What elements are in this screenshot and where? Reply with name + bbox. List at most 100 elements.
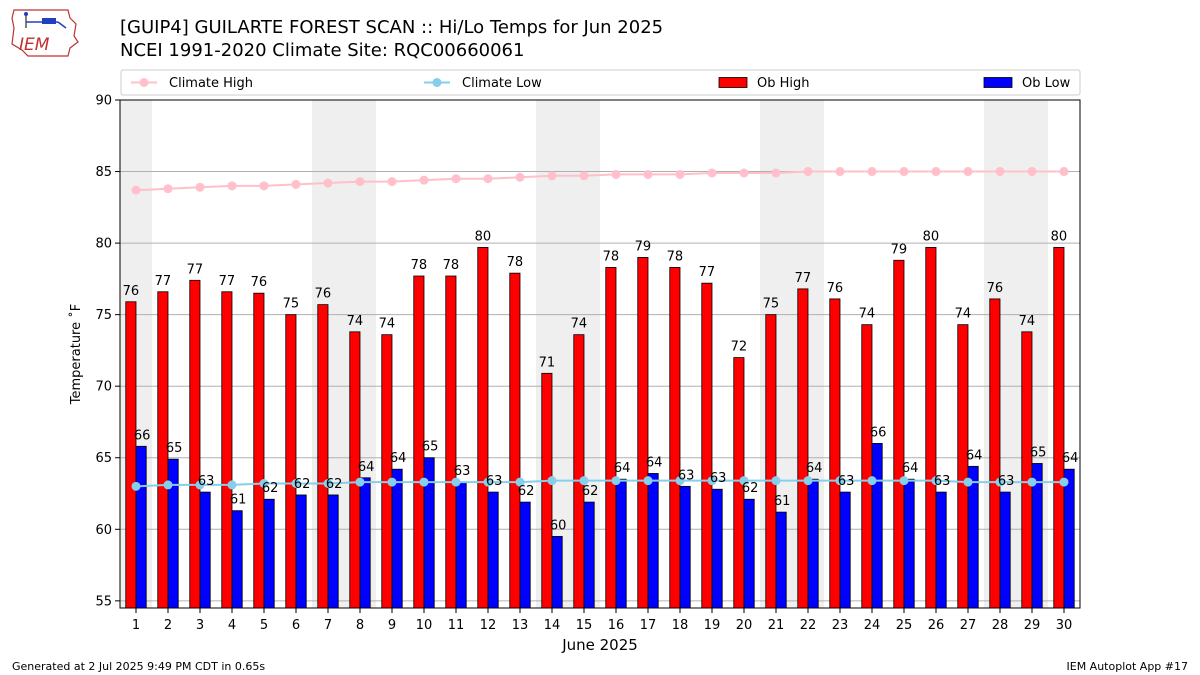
climate-low-point-22 bbox=[803, 476, 813, 486]
ob-low-bar-7 bbox=[327, 494, 339, 609]
ob-low-label-16: 64 bbox=[614, 461, 631, 476]
climate-high-point-3 bbox=[195, 182, 205, 192]
y-tick-label-85: 85 bbox=[95, 165, 112, 180]
climate-high-point-28 bbox=[995, 167, 1005, 177]
climate-high-point-13 bbox=[515, 172, 525, 182]
x-tick-label-13: 13 bbox=[512, 618, 529, 633]
ob-low-label-30: 64 bbox=[1062, 451, 1079, 466]
x-tick-label-3: 3 bbox=[196, 618, 204, 633]
ob-high-label-18: 78 bbox=[667, 249, 684, 264]
ob-low-bar-4 bbox=[231, 510, 243, 609]
ob-low-bar-6 bbox=[295, 494, 307, 609]
climate-low-point-29 bbox=[1027, 477, 1037, 487]
ob-low-legend-swatch bbox=[983, 77, 1013, 88]
climate-high-point-26 bbox=[931, 167, 941, 177]
ob-low-label-2: 65 bbox=[166, 441, 183, 456]
climate-high-point-25 bbox=[899, 167, 909, 177]
ob-low-label-4: 61 bbox=[230, 493, 247, 508]
climate-low-point-16 bbox=[611, 476, 621, 486]
ob-high-label-4: 77 bbox=[219, 274, 236, 289]
ob-low-label-21: 61 bbox=[774, 494, 791, 509]
ob-high-label-12: 80 bbox=[475, 229, 492, 244]
climate-high-point-10 bbox=[419, 175, 429, 185]
x-tick-label-26: 26 bbox=[928, 618, 945, 633]
x-tick-label-22: 22 bbox=[800, 618, 817, 633]
ob-high-label-17: 79 bbox=[635, 239, 652, 254]
ob-low-bar-26 bbox=[935, 491, 947, 609]
x-tick-label-2: 2 bbox=[164, 618, 172, 633]
ob-low-label-17: 64 bbox=[646, 455, 663, 470]
ob-low-label-15: 62 bbox=[582, 484, 599, 499]
climate-high-point-27 bbox=[963, 167, 973, 177]
climate-low-line bbox=[135, 479, 1064, 488]
ob-high-bar-21 bbox=[765, 314, 777, 609]
climate-high-point-24 bbox=[867, 167, 877, 177]
x-tick-label-27: 27 bbox=[960, 618, 977, 633]
climate-low-point-14 bbox=[547, 476, 557, 486]
ob-high-label-26: 80 bbox=[923, 229, 940, 244]
ob-low-label-3: 63 bbox=[198, 474, 215, 489]
climate-low-point-20 bbox=[739, 476, 749, 486]
climate-high-point-4 bbox=[227, 181, 237, 191]
climate-low-point-23 bbox=[835, 476, 845, 486]
climate-low-point-13 bbox=[515, 477, 525, 487]
climate-low-point-5 bbox=[259, 479, 269, 489]
climate-high-point-23 bbox=[835, 167, 845, 177]
ob-high-bar-16 bbox=[605, 267, 617, 609]
ob-low-bar-12 bbox=[487, 491, 499, 609]
ob-high-label-3: 77 bbox=[187, 262, 204, 277]
ob-low-label-14: 60 bbox=[550, 518, 567, 533]
ob-high-label-6: 75 bbox=[283, 297, 300, 312]
climate-low-point-28 bbox=[995, 477, 1005, 487]
ob-low-legend-label: Ob Low bbox=[1022, 76, 1071, 91]
climate-high-point-15 bbox=[579, 171, 589, 181]
climate-low-point-25 bbox=[899, 476, 909, 486]
ob-low-bar-5 bbox=[263, 498, 275, 609]
ob-low-bar-21 bbox=[775, 511, 787, 609]
ob-low-label-20: 62 bbox=[742, 481, 759, 496]
climate-low-point-26 bbox=[931, 476, 941, 486]
ob-high-label-7: 76 bbox=[315, 287, 332, 302]
ob-high-label-19: 77 bbox=[699, 265, 716, 280]
ob-low-bar-3 bbox=[199, 491, 211, 609]
ob-high-bar-29 bbox=[1021, 331, 1033, 609]
ob-low-bar-13 bbox=[519, 501, 531, 609]
iem-logo: IEM bbox=[11, 9, 79, 57]
climate-low-point-30 bbox=[1059, 477, 1069, 487]
ob-low-label-11: 63 bbox=[454, 464, 471, 479]
ob-high-bar-26 bbox=[925, 246, 937, 609]
ob-high-bar-4 bbox=[221, 291, 233, 609]
climate-low-point-6 bbox=[291, 479, 301, 489]
climate-high-point-20 bbox=[739, 168, 749, 178]
climate-low-point-10 bbox=[419, 477, 429, 487]
ob-low-bar-14 bbox=[551, 536, 563, 609]
ob-low-label-23: 63 bbox=[838, 474, 855, 489]
climate-low-legend-label: Climate Low bbox=[462, 76, 542, 91]
climate-low-point-3 bbox=[195, 480, 205, 490]
y-tick-label-55: 55 bbox=[95, 594, 112, 609]
x-tick-label-10: 10 bbox=[416, 618, 433, 633]
x-tick-label-17: 17 bbox=[640, 618, 657, 633]
ob-low-bar-25 bbox=[903, 478, 915, 609]
x-tick-label-12: 12 bbox=[480, 618, 497, 633]
ob-low-bar-11 bbox=[455, 481, 467, 609]
y-axis: 55 60 65 70 75 80 85 90 bbox=[95, 94, 120, 609]
climate-high-point-16 bbox=[611, 169, 621, 179]
climate-high-point-29 bbox=[1027, 167, 1037, 177]
climate-lines bbox=[131, 167, 1069, 491]
x-tick-label-6: 6 bbox=[292, 618, 300, 633]
x-tick-label-15: 15 bbox=[576, 618, 593, 633]
chart-title: [GUIP4] GUILARTE FOREST SCAN :: Hi/Lo Te… bbox=[120, 17, 664, 38]
x-axis: 1 2 3 4 5 6 7 8 9 10 11 12 13 14 15 16 17 18 19 20 21 22 23 24 2… bbox=[132, 608, 1072, 633]
legend-box bbox=[120, 69, 1081, 96]
ob-low-label-28: 63 bbox=[998, 474, 1015, 489]
ob-low-bar-30 bbox=[1063, 468, 1075, 609]
plot-frame bbox=[119, 99, 1081, 609]
ob-high-bar-30 bbox=[1053, 246, 1065, 609]
ob-low-label-10: 65 bbox=[422, 440, 439, 455]
ob-low-label-29: 65 bbox=[1030, 445, 1047, 460]
climate-high-point-18 bbox=[675, 169, 685, 179]
climate-high-point-11 bbox=[451, 174, 461, 184]
ob-low-bar-16 bbox=[615, 478, 627, 609]
